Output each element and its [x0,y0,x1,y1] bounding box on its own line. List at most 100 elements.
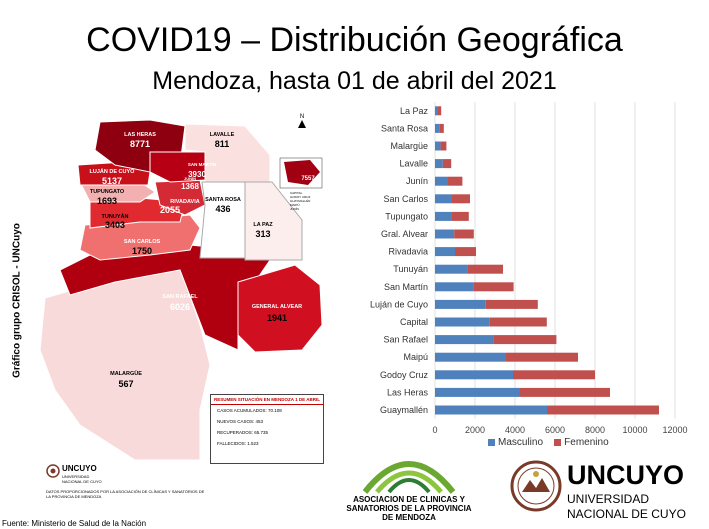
category-label: Tunuyán [393,264,428,274]
category-label: Maipú [403,352,428,362]
map-label-name: JUNÍN [184,176,196,181]
bar-femenino [547,405,659,415]
page-subtitle: Mendoza, hasta 01 de abril del 2021 [152,67,557,95]
bar-masculino [435,335,494,345]
category-label: San Rafael [383,335,428,345]
bar-masculino [435,264,468,274]
legend-label: Femenino [564,437,609,448]
bar-masculino [435,159,443,169]
uncuyo-sub: UNIVERSIDAD NACIONAL DE CUYO [567,492,686,522]
map-label-name: TUNUYÁN [102,213,129,220]
category-label: Tupungato [385,211,428,221]
map-label-name: SANTA ROSA [205,197,241,203]
data-credits: DATOS PROPORCIONADOS POR LA ASOCIACIÓN D… [46,489,205,499]
uncuyo-seal-icon [46,464,60,478]
map-label-value: 3930 [188,170,206,179]
bar-femenino [455,247,476,257]
category-label: San Martín [384,282,428,292]
map-label-value: 811 [215,139,230,149]
map-label-name: LUJÁN DE CUYO [90,168,136,175]
inset-legend-item: GODOY CRUZ [290,195,310,199]
legend-swatch-masculino [488,438,495,446]
uncuyo-sub-line1: UNIVERSIDAD [567,492,650,506]
north-label: N [300,114,304,120]
source-note: Fuente: Ministerio de Salud de la Nación [2,519,147,528]
map-region-la-paz [244,181,303,261]
bar-femenino [485,299,538,309]
map-region-general-alvear [237,264,323,353]
map-label-name: SAN MARTÍN [188,160,216,167]
map-inset-value: 7557 [301,176,315,182]
side-credit-label: Gráfico grupo CRISOL - UNCuyo [11,223,23,378]
bar-femenino [489,317,547,327]
map-label-name: MALARGÜE [110,370,142,377]
uncuyo-small-sub: UNIVERSIDAD NACIONAL DE CUYO [62,474,102,484]
category-label: Malargüe [390,141,428,151]
x-tick-label: 4000 [505,425,525,435]
bar-masculino [435,247,455,257]
map-label-value: 5137 [102,176,122,186]
page-title: COVID19 – Distribución Geográfica [86,21,623,59]
bar-masculino [435,370,513,380]
bar-femenino [454,229,474,239]
map-region-santa-rosa [199,181,246,259]
category-label: Las Heras [387,387,429,397]
bar-masculino [435,282,474,292]
x-tick-label: 2000 [465,425,485,435]
bar-masculino [435,123,440,133]
map-label-value: 313 [255,229,270,239]
chart-legend: Masculino Femenino [488,437,609,448]
bar-femenino [473,282,514,292]
x-tick-label: 8000 [585,425,605,435]
uncuyo-small-name: UNCUYO [62,464,97,473]
bar-femenino [452,194,470,204]
bar-masculino [435,141,441,151]
bar-masculino [435,176,448,186]
bar-masculino [435,194,452,204]
map-label-value: 1368 [181,182,199,191]
bar-femenino [467,264,503,274]
bar-masculino [435,317,490,327]
summary-row: FALLECIDOS: 1.523 [217,441,259,446]
bar-femenino [520,387,610,397]
map-label-name: LAVALLE [210,132,235,138]
x-tick-label: 10000 [622,425,647,435]
uncuyo-crest-icon [510,460,562,512]
map-label-name: GENERAL ALVEAR [252,304,302,310]
map-label-name: RIVADAVIA [170,199,199,205]
category-label: Luján de Cuyo [370,299,428,309]
category-label: Junín [406,176,428,186]
category-label: Capital [400,317,428,327]
bar-femenino [506,352,578,362]
bar-femenino [440,141,447,151]
summary-heading: RESUMEN SITUACIÓN EN MENDOZA 1 DE ABRIL [211,395,323,405]
bar-masculino [435,229,455,239]
map-label-name: SAN CARLOS [124,239,161,245]
bar-femenino [513,370,595,380]
map-label-value: 567 [118,379,133,389]
bar-masculino [435,106,438,116]
legend-swatch-femenino [554,438,562,446]
bar-femenino [439,123,444,133]
inset-legend-item: MAIPÚ [290,202,300,207]
map-label-value: 6026 [170,302,190,312]
map-label-value: 1693 [97,196,117,206]
map-label-value: 8771 [130,139,150,149]
association-emblem-icon [362,461,456,494]
category-label: Godoy Cruz [380,370,429,380]
bar-femenino [448,176,463,186]
map-label-value: 1750 [132,246,152,256]
bar-masculino [435,299,486,309]
x-tick-label: 0 [432,425,437,435]
category-label: Lavalle [399,159,428,169]
legend-label: Masculino [498,437,544,448]
map-label-value: 1941 [267,313,287,323]
bar-femenino [451,211,469,221]
category-label: San Carlos [383,194,428,204]
inset-legend-item: GUAYMALLÉN [290,198,310,203]
map-label-name: SAN RAFAEL [162,294,198,300]
category-label: La Paz [400,106,429,116]
uncuyo-name: UNCUYO [567,460,685,490]
x-tick-label: 12000 [662,425,687,435]
map-label-name: LAS HERAS [124,132,156,138]
